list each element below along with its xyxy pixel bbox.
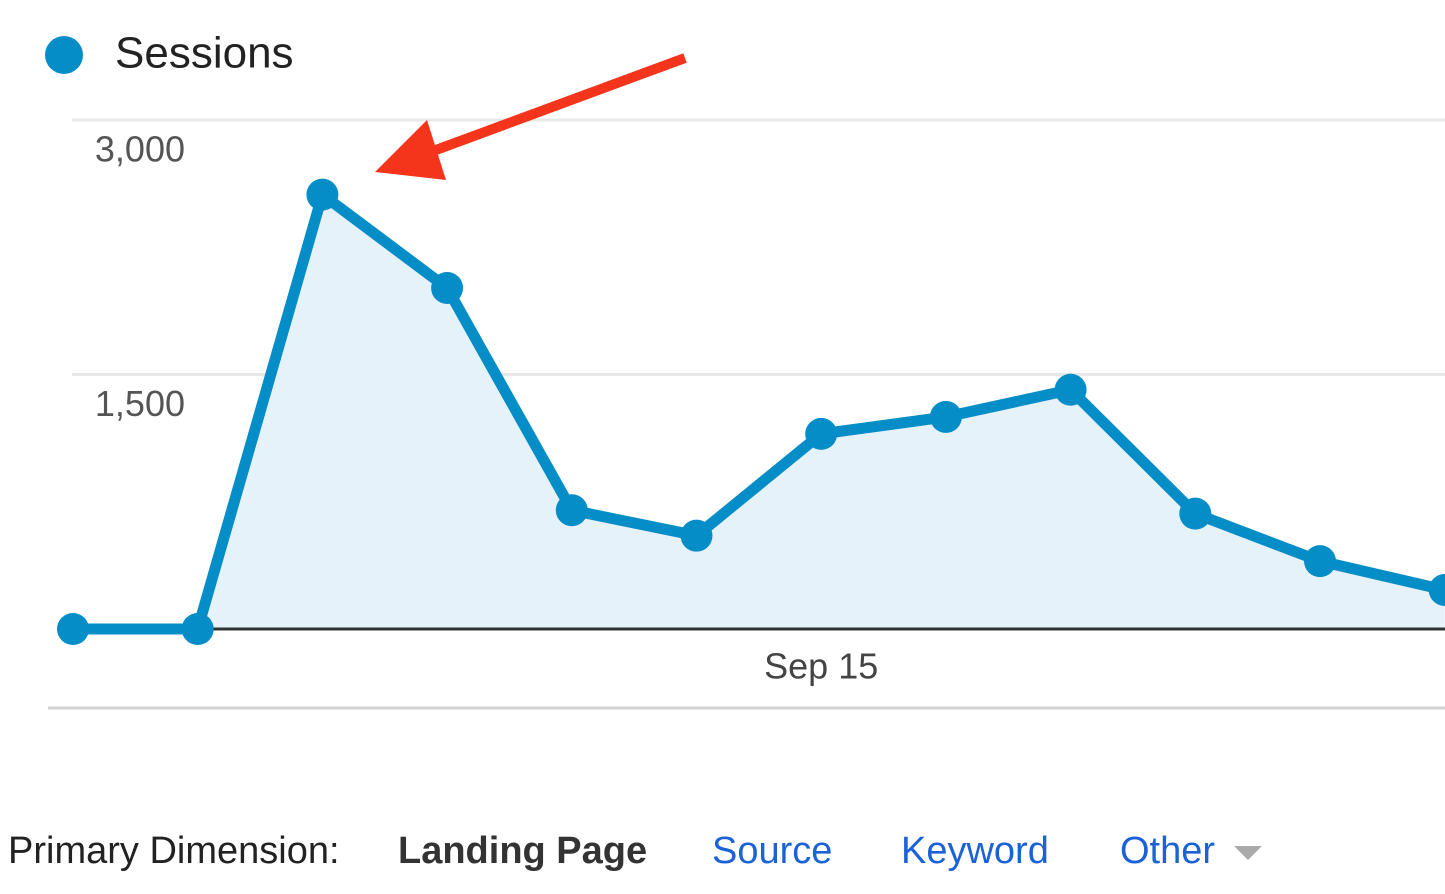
y-tick-label: 3,000: [95, 129, 185, 170]
point: [805, 417, 838, 450]
dimension-option[interactable]: Keyword: [901, 830, 1049, 872]
line: [73, 189, 1445, 635]
point: [929, 400, 962, 433]
dimension-option[interactable]: Other: [1120, 830, 1215, 872]
dimension-option[interactable]: Source: [712, 830, 832, 872]
annotation-arrow: [375, 53, 687, 180]
dimension-label: Primary Dimension:: [8, 830, 340, 872]
plot: [57, 118, 1445, 645]
x-tick-label: Sep 15: [764, 646, 878, 687]
primary-dimension-bar: Primary Dimension: Landing Page Source K…: [8, 830, 1262, 872]
point: [680, 519, 713, 552]
legend-marker: [45, 36, 83, 74]
point: [431, 271, 464, 304]
area: [73, 194, 1445, 630]
point: [57, 613, 89, 645]
point: [555, 494, 588, 527]
point: [1428, 573, 1445, 606]
point: [1304, 545, 1336, 578]
dimension-selected[interactable]: Landing Page: [398, 830, 647, 872]
legend-label: Sessions: [115, 29, 294, 78]
point: [306, 178, 339, 211]
y-tick-label: 1,500: [95, 383, 185, 424]
point: [1054, 373, 1087, 406]
point: [181, 613, 214, 645]
dropdown-caret[interactable]: [1234, 846, 1262, 860]
point: [1179, 497, 1212, 530]
